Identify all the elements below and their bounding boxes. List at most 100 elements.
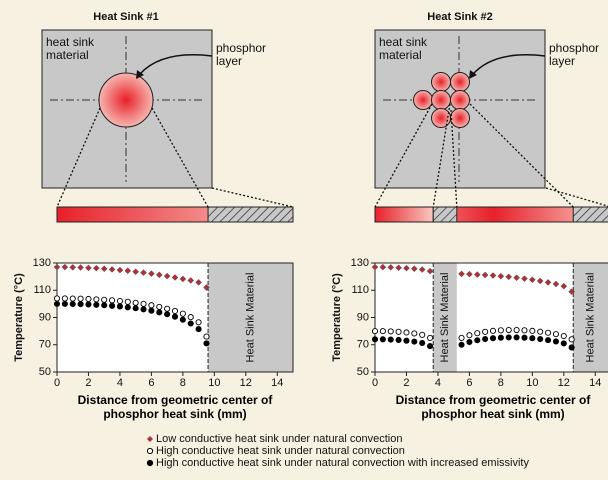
data-point — [77, 264, 84, 271]
data-point — [521, 327, 528, 334]
data-point — [395, 328, 402, 335]
phosphor-layer — [450, 108, 470, 128]
data-point — [85, 301, 92, 308]
data-point — [108, 266, 116, 273]
data-point — [92, 264, 100, 272]
legend-marker — [146, 459, 154, 467]
y-tick-label: 90 — [357, 311, 369, 323]
data-point — [536, 277, 544, 285]
x-tick-label: 6 — [148, 377, 154, 389]
x-tick-label: 2 — [403, 377, 409, 389]
data-point — [513, 326, 520, 334]
data-point — [171, 307, 179, 315]
material-label-box: heat sink material — [379, 36, 428, 62]
temperature-bar — [374, 206, 434, 223]
projection-line — [56, 107, 101, 208]
data-point — [560, 340, 567, 347]
material-label: heat sink material — [379, 36, 428, 62]
data-point — [179, 310, 186, 317]
phosphor-label-box: phosphor layer — [216, 42, 267, 68]
phosphor-layer — [431, 108, 451, 128]
x-tick-label: 14 — [589, 377, 601, 389]
data-point — [203, 284, 210, 291]
data-point — [545, 337, 552, 344]
hatched-region — [207, 206, 294, 223]
data-point — [403, 329, 410, 336]
data-point — [156, 309, 163, 316]
x-tick-label: 14 — [271, 377, 283, 389]
shaded-region — [208, 263, 293, 372]
x-tick-label: 8 — [498, 377, 504, 389]
x-axis-label-box: Distance from geometric center of phosph… — [77, 393, 273, 421]
arrow — [472, 54, 546, 75]
arrow-head — [136, 70, 144, 79]
data-point — [164, 311, 171, 318]
legend-label: High conductive heat sink under natural … — [156, 445, 405, 457]
phosphor-layer — [431, 90, 451, 110]
data-point — [521, 275, 528, 283]
data-point — [124, 298, 131, 305]
data-point — [489, 272, 497, 279]
x-tick-label: 4 — [435, 377, 441, 389]
data-point — [203, 340, 210, 347]
data-point — [481, 271, 489, 279]
data-point — [53, 295, 61, 302]
y-tick-label: 90 — [39, 311, 51, 323]
data-point — [466, 332, 473, 339]
x-axis-label: Distance from geometric center of phosph… — [77, 393, 273, 421]
data-point — [482, 328, 489, 335]
data-point — [458, 341, 465, 348]
data-point — [552, 331, 559, 338]
chart-title: Heat Sink #1 — [93, 11, 158, 23]
data-point — [116, 303, 123, 310]
data-point — [474, 337, 481, 344]
legend-marker — [146, 447, 154, 455]
data-point — [489, 327, 497, 334]
data-point — [395, 264, 402, 272]
data-point — [156, 303, 163, 310]
material-label-box: heat sink material — [46, 36, 94, 62]
arrow — [139, 54, 213, 75]
data-point — [124, 267, 132, 275]
data-point — [85, 264, 92, 272]
data-point — [101, 302, 108, 309]
data-point — [371, 336, 379, 343]
phosphor-layer — [450, 90, 470, 110]
data-point — [155, 271, 163, 279]
data-point — [387, 328, 394, 335]
data-point — [61, 300, 68, 307]
region-label: Heat Sink Material — [244, 273, 256, 363]
data-point — [545, 329, 552, 336]
phosphor-layer — [431, 72, 451, 92]
data-point — [171, 274, 179, 281]
data-point — [140, 306, 147, 313]
data-point — [466, 270, 473, 278]
x-tick-label: 12 — [240, 377, 252, 389]
data-point — [69, 295, 76, 302]
data-point — [427, 334, 434, 341]
data-point — [513, 334, 520, 341]
data-point — [458, 270, 465, 278]
data-point — [69, 300, 76, 308]
plot-area — [375, 263, 608, 372]
data-point — [419, 331, 426, 338]
data-point — [411, 338, 418, 345]
x-tick-label: 10 — [526, 377, 538, 389]
phosphor-label: phosphor layer — [549, 42, 600, 68]
projection-line — [211, 187, 294, 208]
x-axis-label: Distance from geometric center of phosph… — [395, 393, 591, 421]
data-point — [410, 265, 418, 273]
data-point — [77, 301, 84, 308]
projection-line — [469, 103, 574, 208]
data-point — [132, 305, 139, 312]
data-point — [109, 297, 116, 304]
legend-marker — [147, 436, 153, 442]
data-point — [163, 272, 171, 280]
data-point — [497, 334, 504, 341]
data-point — [395, 336, 402, 344]
hatched-region — [432, 206, 458, 223]
x-tick-label: 8 — [180, 377, 186, 389]
phosphor-label: phosphor layer — [216, 42, 267, 68]
